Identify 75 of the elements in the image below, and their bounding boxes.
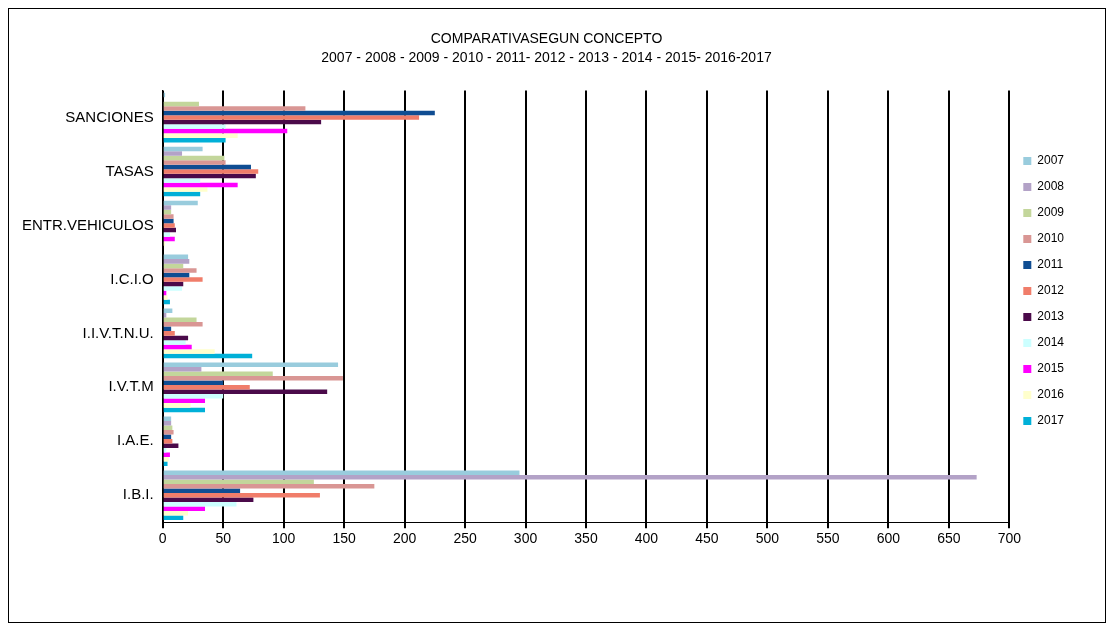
legend-label: 2017 — [1037, 413, 1065, 428]
legend-label: 2013 — [1037, 309, 1065, 324]
bar — [163, 178, 201, 183]
legend-label: 2009 — [1037, 205, 1065, 220]
bar — [163, 259, 190, 264]
y-tick-label: SANCIONES — [65, 107, 154, 125]
bar — [163, 430, 174, 435]
x-tick-label: 100 — [271, 530, 296, 547]
x-tick-label: 450 — [695, 530, 719, 547]
bar — [163, 367, 202, 372]
x-tick-label: 500 — [755, 530, 780, 547]
y-tick-label: I.C.I.O — [110, 269, 154, 287]
bar — [163, 160, 226, 165]
x-tick-label: 50 — [215, 530, 232, 547]
x-tick-label: 600 — [876, 530, 901, 547]
x-tick-label: 300 — [513, 530, 538, 547]
bar — [163, 169, 259, 174]
bar — [163, 425, 173, 430]
legend-label: 2014 — [1037, 335, 1065, 350]
chart-title: COMPARATIVASEGUN CONCEPTO — [430, 30, 663, 47]
chart-subtitle: 2007 - 2008 - 2009 - 2010 - 2011- 2012 - 2013 - 2014 - 2015- 2016-2017 — [321, 49, 772, 66]
legend-label: 2015 — [1037, 361, 1065, 376]
x-tick-label: 550 — [816, 530, 840, 547]
bar — [163, 470, 520, 475]
legend-label: 2012 — [1037, 283, 1065, 298]
x-tick-label: 350 — [574, 530, 598, 547]
bar — [163, 187, 208, 192]
y-tick-label: I.B.I. — [122, 485, 154, 503]
y-tick-label: I.V.T.M — [108, 377, 154, 395]
bar — [163, 457, 169, 462]
y-tick-label: I.A.E. — [117, 431, 154, 449]
bar — [163, 331, 175, 336]
bar — [163, 205, 172, 210]
x-tick-label: 200 — [392, 530, 417, 547]
x-tick-label: 700 — [997, 530, 1022, 547]
y-tick-label: TASAS — [105, 161, 154, 179]
bar — [163, 376, 343, 381]
legend-label: 2016 — [1037, 387, 1065, 402]
bar — [163, 385, 250, 390]
legend-label: 2008 — [1037, 179, 1065, 194]
bar — [163, 214, 174, 219]
bar — [163, 268, 197, 273]
bar — [163, 501, 237, 507]
bar — [163, 223, 175, 228]
bar — [163, 488, 241, 493]
bar — [163, 124, 226, 129]
x-tick-label: 400 — [634, 530, 659, 547]
bar — [163, 115, 420, 120]
bar — [163, 151, 183, 156]
legend-label: 2007 — [1037, 153, 1065, 168]
x-tick-label: 650 — [937, 530, 961, 547]
legend-label: 2011 — [1037, 257, 1064, 272]
legend-label: 2010 — [1037, 231, 1065, 246]
bar — [163, 511, 189, 516]
bar — [163, 461, 168, 467]
bar — [163, 133, 238, 138]
bar — [163, 479, 314, 484]
bar — [163, 416, 172, 421]
bar — [163, 403, 191, 408]
bar — [163, 277, 203, 282]
bar — [163, 286, 183, 291]
bar — [163, 349, 215, 354]
bar — [163, 295, 168, 300]
bar — [163, 106, 306, 111]
bar — [163, 439, 173, 444]
y-tick-label: I.I.V.T.N.U. — [82, 323, 154, 341]
y-tick-label: ENTR.VEHICULOS — [21, 215, 154, 233]
x-tick-label: 0 — [158, 530, 167, 547]
bar — [163, 340, 186, 345]
bar — [163, 497, 254, 502]
x-tick-label: 150 — [332, 530, 356, 547]
bar — [163, 322, 203, 327]
x-tick-label: 250 — [453, 530, 477, 547]
bar — [163, 394, 224, 399]
bar — [163, 232, 170, 237]
